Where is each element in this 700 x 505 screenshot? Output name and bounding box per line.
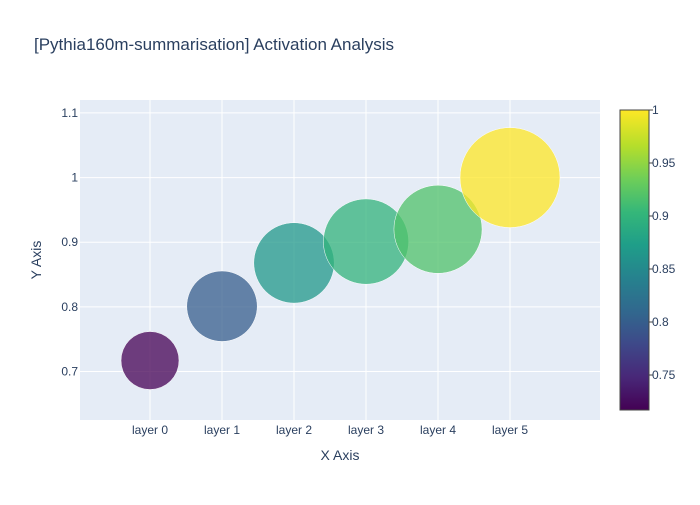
scatter-point <box>186 270 258 342</box>
x-tick-label: layer 1 <box>204 423 240 437</box>
colorbar-tick-label: 1 <box>652 103 659 117</box>
colorbar <box>619 109 650 411</box>
colorbar-tick-label: 0.9 <box>652 209 669 223</box>
x-tick-label: layer 5 <box>492 423 528 437</box>
markers <box>120 127 561 390</box>
colorbar-tick-label: 0.85 <box>652 262 676 276</box>
scatter-point <box>393 184 483 274</box>
x-tick-label: layer 4 <box>420 423 456 437</box>
y-axis-title: Y Axis <box>28 241 44 280</box>
chart-title: [Pythia160m-summarisation] Activation An… <box>34 35 394 54</box>
colorbar-tick-label: 0.75 <box>652 368 676 382</box>
y-tick-label: 1.1 <box>61 106 78 120</box>
scatter-point <box>459 127 561 228</box>
x-tick-label: layer 3 <box>348 423 384 437</box>
x-tick-label: layer 0 <box>132 423 168 437</box>
colorbar-tick-label: 0.8 <box>652 315 669 329</box>
scatter-point <box>253 222 335 304</box>
colorbar-ticks: 0.75 0.8 0.85 0.9 0.95 1 <box>649 103 676 382</box>
y-tick-label: 0.7 <box>61 365 78 379</box>
y-ticks: 0.7 0.8 0.9 1 1.1 <box>61 106 78 379</box>
x-tick-label: layer 2 <box>276 423 312 437</box>
x-axis-title: X Axis <box>321 447 360 463</box>
x-ticks: layer 0 layer 1 layer 2 layer 3 layer 4 layer… <box>132 423 528 437</box>
colorbar-tick-label: 0.95 <box>652 156 676 170</box>
y-tick-label: 0.9 <box>61 235 78 249</box>
scatter-point <box>120 331 180 390</box>
y-tick-label: 0.8 <box>61 300 78 314</box>
y-tick-label: 1 <box>71 171 78 185</box>
